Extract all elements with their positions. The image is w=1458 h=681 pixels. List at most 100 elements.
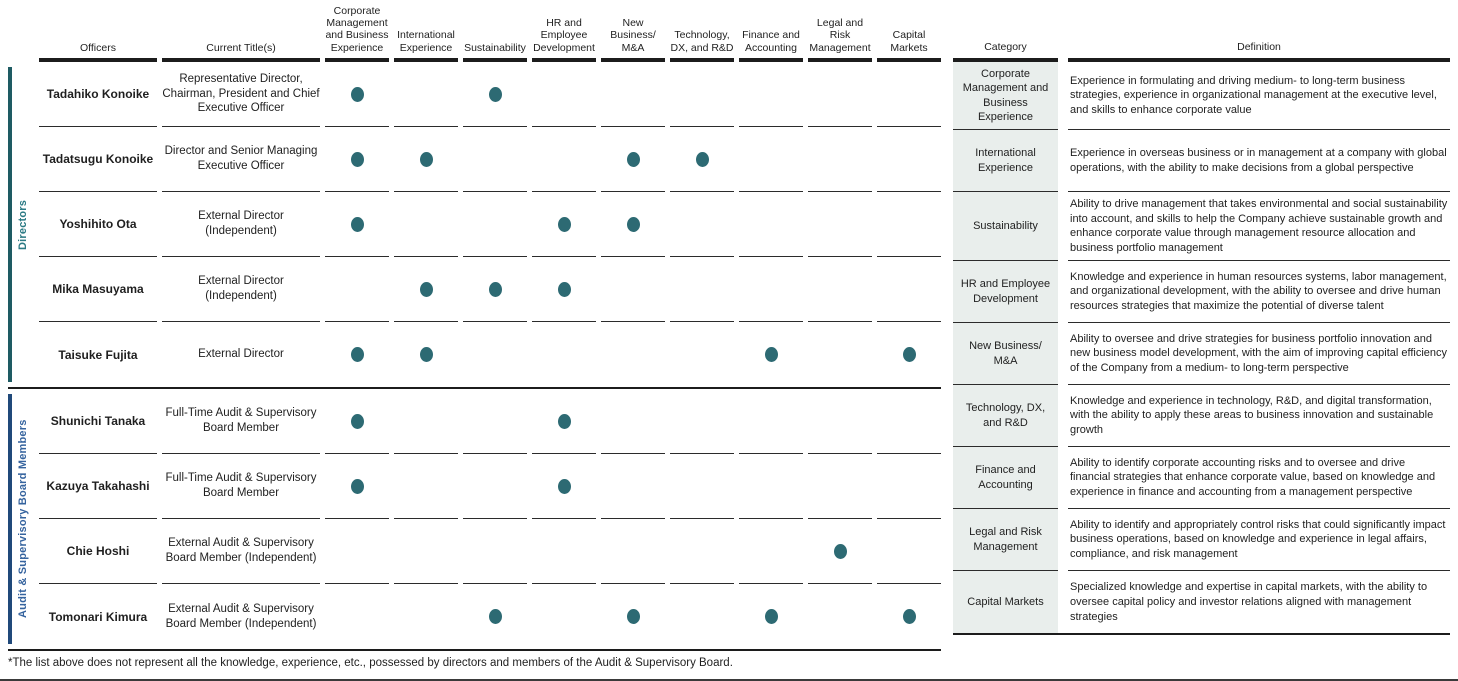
skill-cell — [601, 584, 665, 649]
section-label-text: Directors — [17, 199, 29, 250]
skill-cell — [394, 584, 458, 649]
skill-dot-icon — [833, 543, 847, 559]
definition-text: Ability to identify and appropriately co… — [1068, 509, 1450, 572]
skill-cell — [532, 584, 596, 649]
officer-name: Tadahiko Konoike — [39, 62, 157, 127]
officer-row: Shunichi Tanaka Full-Time Audit & Supervi… — [39, 389, 941, 454]
skill-column-header: Sustainability — [463, 4, 527, 62]
skill-cell — [601, 322, 665, 387]
definition-row: Corporate Management and Business Experi… — [953, 62, 1450, 131]
skill-dot-icon — [488, 86, 502, 102]
skill-cell — [808, 389, 872, 454]
skill-dot-icon — [626, 151, 640, 167]
skill-dot-icon — [557, 216, 571, 232]
skill-cell — [394, 62, 458, 127]
officer-row: Chie Hoshi External Audit & Supervisory B… — [39, 519, 941, 584]
skill-cell — [394, 192, 458, 257]
skill-cell — [670, 454, 734, 519]
skill-dot-icon — [557, 478, 571, 494]
definition-text: Knowledge and experience in technology, … — [1068, 385, 1450, 448]
skill-dot-icon — [350, 151, 364, 167]
officer-title: External Director — [198, 348, 284, 361]
skill-cell — [808, 127, 872, 192]
directors-section-label: Directors — [8, 62, 34, 387]
skill-cell — [463, 192, 527, 257]
skill-cell — [325, 519, 389, 584]
skill-cell — [739, 62, 803, 127]
skill-dot-icon — [350, 347, 364, 362]
officer-title: Full-Time Audit & Supervisory Board Memb… — [162, 389, 320, 454]
officer-name: Taisuke Fujita — [58, 347, 138, 362]
definition-text: Ability to identify corporate accounting… — [1068, 447, 1450, 510]
skill-column-header: Finance and Accounting — [739, 4, 803, 62]
officer-row: Yoshihito Ota External Director (Independ… — [39, 192, 941, 257]
skill-dot-icon — [902, 347, 916, 362]
officer-name: Chie Hoshi — [39, 519, 157, 584]
skill-column-header: Corporate Management and Business Experi… — [325, 4, 389, 62]
officers-column-header: Officers — [39, 4, 157, 62]
skill-cell — [394, 454, 458, 519]
definition-category: Legal and Risk Management — [953, 509, 1058, 572]
skill-cell — [670, 127, 734, 192]
skill-cell — [739, 454, 803, 519]
skill-cell — [601, 127, 665, 192]
definitions-table: Category Definition Corporate Management… — [953, 4, 1450, 679]
officer-name: Kazuya Takahashi — [39, 454, 157, 519]
definition-category: Capital Markets — [953, 571, 1058, 634]
skill-cell — [325, 322, 389, 387]
definition-category: Sustainability — [953, 192, 1058, 262]
definition-text: Ability to oversee and drive strategies … — [1068, 323, 1450, 386]
officer-name: Tomonari Kimura — [48, 609, 148, 624]
skill-cell — [532, 519, 596, 584]
skill-column-header: Technology, DX, and R&D — [670, 4, 734, 62]
skill-cell — [739, 322, 803, 387]
directors-section: Directors Tadahiko Konoike Representative… — [8, 62, 941, 389]
definition-row: Technology, DX, and R&D Knowledge and exp… — [953, 385, 1450, 448]
skill-cell — [808, 192, 872, 257]
skill-column-header: International Experience — [394, 4, 458, 62]
skill-cell — [601, 519, 665, 584]
skill-cell — [325, 454, 389, 519]
skill-cell — [463, 519, 527, 584]
skill-dot-icon — [557, 413, 571, 429]
skill-cell — [877, 454, 941, 519]
skill-dot-icon — [419, 281, 433, 297]
skill-dot-icon — [626, 216, 640, 232]
skill-cell — [463, 322, 527, 387]
skill-cell — [877, 257, 941, 322]
audit-rows: Shunichi Tanaka Full-Time Audit & Supervi… — [39, 389, 941, 649]
skill-cell — [670, 62, 734, 127]
skill-cell — [394, 127, 458, 192]
skill-cell — [670, 584, 734, 649]
definition-category: International Experience — [953, 130, 1058, 193]
skill-cell — [808, 257, 872, 322]
definition-row: Capital Markets Specialized knowledge and… — [953, 571, 1450, 634]
definition-row: New Business/ M&A Ability to oversee and … — [953, 323, 1450, 386]
skill-dot-icon — [764, 609, 778, 624]
skill-cell — [325, 127, 389, 192]
skill-cell — [808, 519, 872, 584]
skill-cell — [463, 127, 527, 192]
skill-cell — [463, 584, 527, 649]
skill-dot-icon — [695, 151, 709, 167]
skill-cell — [325, 389, 389, 454]
officer-name: Shunichi Tanaka — [39, 389, 157, 454]
skill-dot-icon — [350, 216, 364, 232]
skill-dot-icon — [419, 347, 433, 362]
skill-dot-icon — [764, 347, 778, 362]
skill-cell — [670, 192, 734, 257]
matrix-header-row: Officers Current Title(s) Corporate Mana… — [8, 4, 941, 62]
skill-cell — [325, 584, 389, 649]
skill-cell — [532, 389, 596, 454]
current-titles-column-header: Current Title(s) — [162, 4, 320, 62]
skill-dot-icon — [419, 151, 433, 167]
skill-cell — [601, 192, 665, 257]
skill-dot-icon — [557, 281, 571, 297]
skill-dot-icon — [488, 609, 502, 624]
skill-cell — [808, 62, 872, 127]
skill-cell — [739, 127, 803, 192]
definition-text: Experience in overseas business or in ma… — [1068, 130, 1450, 193]
skill-cell — [739, 257, 803, 322]
officer-title: External Audit & Supervisory Board Membe… — [162, 519, 320, 584]
skill-cell — [808, 322, 872, 387]
